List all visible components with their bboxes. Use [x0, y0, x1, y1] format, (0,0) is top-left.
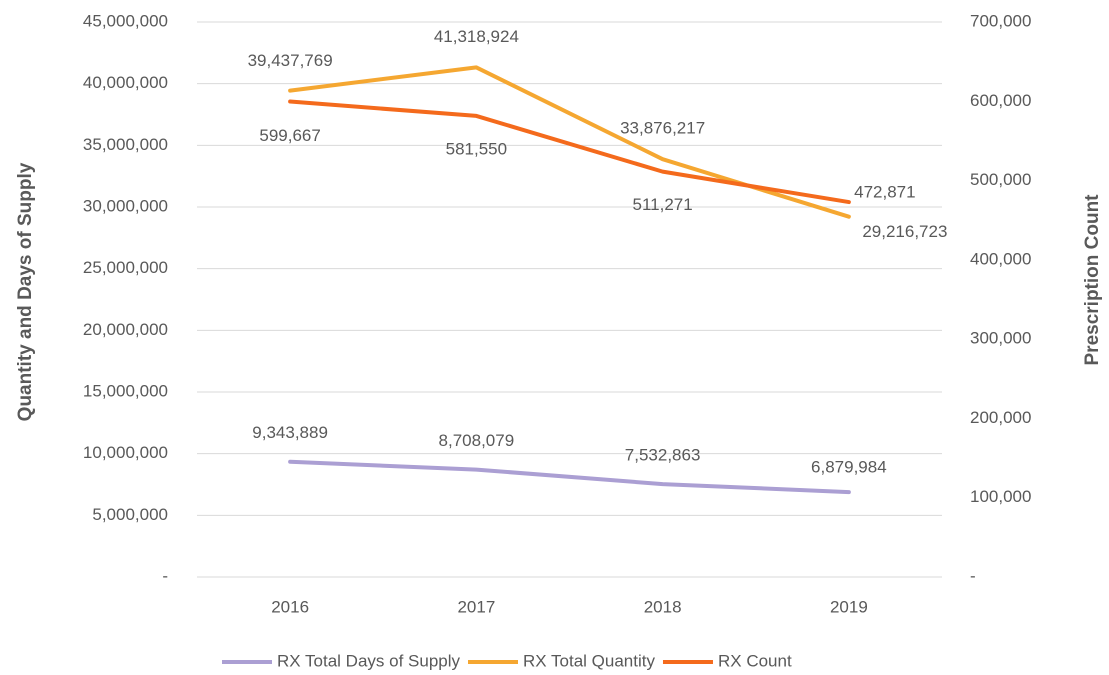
legend-label: RX Total Quantity [523, 651, 655, 670]
legend-label: RX Total Days of Supply [277, 651, 460, 670]
y-tick-label: 25,000,000 [83, 258, 168, 277]
data-label: 39,437,769 [248, 51, 333, 70]
data-label: 599,667 [259, 126, 320, 145]
data-label: 9,343,889 [252, 423, 328, 442]
y-tick-label: - [162, 566, 168, 585]
y2-tick-label: - [970, 566, 976, 585]
y2-tick-label: 600,000 [970, 91, 1031, 110]
series-line [288, 99, 851, 205]
data-label: 472,871 [854, 183, 915, 202]
y-tick-label: 10,000,000 [83, 443, 168, 462]
y2-tick-label: 200,000 [970, 408, 1031, 427]
data-label: 511,271 [633, 195, 693, 214]
data-label: 33,876,217 [620, 119, 705, 138]
data-label: 41,318,924 [434, 27, 519, 46]
x-tick-label: 2016 [271, 597, 309, 616]
data-label: 29,216,723 [862, 222, 947, 241]
y2-tick-label: 100,000 [970, 487, 1031, 506]
data-label: 6,879,984 [811, 458, 887, 477]
data-label: 8,708,079 [439, 431, 515, 450]
y-tick-label: 45,000,000 [83, 11, 168, 30]
y-tick-label: 40,000,000 [83, 73, 168, 92]
y-tick-label: 5,000,000 [92, 505, 168, 524]
y-axis-title: Quantity and Days of Supply [15, 162, 36, 421]
x-tick-label: 2017 [457, 597, 495, 616]
series-line [288, 459, 851, 495]
y2-tick-label: 400,000 [970, 249, 1031, 268]
y-tick-label: 35,000,000 [83, 135, 168, 154]
data-label: 581,550 [446, 139, 507, 158]
y2-tick-label: 500,000 [970, 170, 1031, 189]
y-tick-label: 30,000,000 [83, 196, 168, 215]
y2-axis-title: Prescription Count [1082, 194, 1103, 366]
y-tick-label: 20,000,000 [83, 320, 168, 339]
y2-tick-label: 300,000 [970, 329, 1031, 348]
x-tick-label: 2018 [644, 597, 682, 616]
y-tick-label: 15,000,000 [83, 381, 168, 400]
x-tick-label: 2019 [830, 597, 868, 616]
legend-label: RX Count [718, 651, 792, 670]
data-label: 7,532,863 [625, 446, 701, 465]
y2-tick-label: 700,000 [970, 11, 1031, 30]
